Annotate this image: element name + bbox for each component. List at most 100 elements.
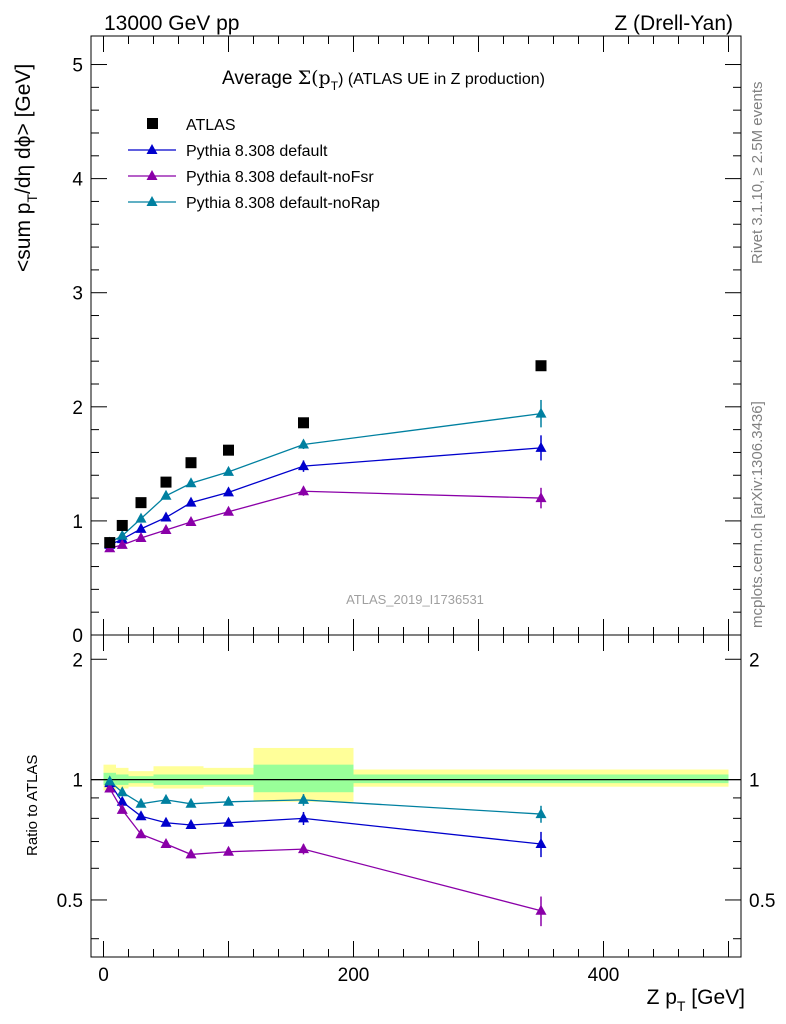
plot-title: Average Σ(pT) (ATLAS UE in Z production) bbox=[222, 67, 545, 93]
ratio-point-2-1 bbox=[116, 786, 128, 797]
main-point-1-1 bbox=[116, 538, 128, 549]
main-y-tick-label-0: 0 bbox=[72, 626, 83, 647]
legend-marker-nofsr bbox=[146, 170, 158, 180]
main-series-line-1 bbox=[109, 490, 542, 549]
atlas-point-4 bbox=[185, 457, 197, 469]
main-y-tick-label-4: 4 bbox=[72, 170, 83, 191]
main-point-0-5 bbox=[223, 486, 234, 497]
ratio-point-0-4 bbox=[185, 818, 197, 829]
ratio-y-axis-label: Ratio to ATLAS bbox=[24, 755, 41, 856]
mcplots-label: mcplots.cern.ch [arXiv:1306.3436] bbox=[749, 401, 766, 628]
ratio-point-0-3 bbox=[160, 816, 172, 827]
legend-label-norap: Pythia 8.308 default-noRap bbox=[186, 195, 380, 212]
main-point-0-2 bbox=[135, 522, 147, 533]
plot-title-prefix: Average bbox=[222, 68, 298, 89]
atlas-point-5 bbox=[223, 444, 234, 456]
main-point-1-5 bbox=[223, 505, 234, 516]
main-point-2-3 bbox=[160, 489, 172, 500]
ratio-point-2-6 bbox=[298, 793, 309, 804]
atlas-point-6 bbox=[298, 417, 309, 429]
ratio-plot-frame bbox=[90, 634, 742, 958]
main-point-2-7 bbox=[535, 407, 547, 418]
ratio-y-tick-label-left-2: 2 bbox=[72, 650, 83, 671]
x-tick-label-200: 200 bbox=[338, 965, 370, 986]
atlas-data-points bbox=[104, 360, 547, 549]
plot-title-sub: T bbox=[331, 79, 339, 93]
main-point-1-4 bbox=[185, 516, 197, 527]
header-process: Z (Drell-Yan) bbox=[614, 12, 733, 35]
plot-title-suffix: ) (ATLAS UE in Z production) bbox=[338, 71, 545, 88]
main-y-axis-label: <sum pT/dη dϕ> [GeV] bbox=[12, 64, 40, 272]
main-y-tick-label-5: 5 bbox=[72, 56, 83, 77]
legend-marker-atlas bbox=[147, 118, 158, 129]
ratio-y-tick-label-right-0.5: 0.5 bbox=[749, 891, 775, 912]
main-y-tick-label-3: 3 bbox=[72, 284, 83, 305]
x-tick-label-400: 400 bbox=[588, 965, 620, 986]
main-point-1-7 bbox=[535, 492, 547, 503]
ratio-point-1-2 bbox=[135, 828, 147, 839]
main-point-2-5 bbox=[223, 465, 234, 476]
atlas-point-1 bbox=[116, 519, 128, 531]
header-energy: 13000 GeV pp bbox=[104, 12, 239, 35]
x-label-b: [GeV] bbox=[685, 986, 745, 1009]
main-point-0-6 bbox=[298, 460, 309, 471]
ratio-point-1-7 bbox=[535, 904, 547, 915]
ratio-point-1-3 bbox=[160, 838, 172, 849]
ratio-point-0-6 bbox=[298, 812, 309, 823]
main-y-label-b: /dη dϕ> [GeV] bbox=[12, 64, 35, 194]
ratio-point-2-2 bbox=[135, 797, 147, 808]
ratio-point-0-1 bbox=[116, 795, 128, 806]
ratio-uncertainty-bands bbox=[103, 747, 729, 802]
x-tick-label-0: 0 bbox=[98, 965, 109, 986]
ratio-y-tick-label-right-2: 2 bbox=[749, 650, 760, 671]
ratio-y-tick-label-left-1: 1 bbox=[72, 771, 83, 792]
legend-label-nofsr: Pythia 8.308 default-noFsr bbox=[186, 169, 374, 186]
ratio-series-group bbox=[104, 775, 547, 927]
ratio-point-0-7 bbox=[535, 838, 547, 849]
main-y-tick-label-1: 1 bbox=[72, 512, 83, 533]
ratio-point-0-5 bbox=[223, 816, 234, 827]
main-y-tick-label-2: 2 bbox=[72, 398, 83, 419]
legend: ATLAS Pythia 8.308 default Pythia 8.308 … bbox=[128, 117, 380, 212]
ratio-point-2-7 bbox=[535, 808, 547, 819]
plot-title-sigma: Σ(p bbox=[298, 67, 331, 89]
atlas-point-2 bbox=[135, 497, 147, 509]
main-y-label-sub: T bbox=[24, 194, 40, 203]
main-point-0-4 bbox=[185, 496, 197, 507]
ratio-point-1-5 bbox=[223, 845, 234, 856]
main-point-1-3 bbox=[160, 524, 172, 535]
legend-marker-default bbox=[146, 144, 158, 154]
ratio-point-1-1 bbox=[116, 803, 128, 814]
main-point-1-2 bbox=[135, 532, 147, 543]
ratio-point-2-3 bbox=[160, 793, 172, 804]
axis-ticks bbox=[91, 36, 741, 957]
ratio-point-2-0 bbox=[104, 775, 116, 786]
ratio-point-0-2 bbox=[135, 810, 147, 821]
ratio-point-2-5 bbox=[223, 795, 234, 806]
x-label-sub: T bbox=[677, 998, 686, 1014]
ratio-point-1-6 bbox=[298, 843, 309, 854]
x-axis-label: Z pT [GeV] bbox=[647, 986, 745, 1014]
atlas-point-0 bbox=[104, 537, 116, 549]
main-series-group bbox=[104, 399, 547, 553]
ratio-band-green-7 bbox=[353, 774, 729, 784]
main-point-0-7 bbox=[535, 441, 547, 452]
main-point-1-6 bbox=[298, 485, 309, 496]
ratio-point-1-0 bbox=[104, 782, 116, 793]
axis-tick-labels: 0 1 2 3 4 5 0.5 0.5 1 1 2 2 0 200 400 bbox=[57, 56, 776, 986]
main-point-0-3 bbox=[160, 511, 172, 522]
ratio-band-green-6 bbox=[253, 764, 354, 793]
ratio-point-2-4 bbox=[185, 797, 197, 808]
ratio-y-tick-label-right-1: 1 bbox=[749, 771, 760, 792]
ratio-series-line-1 bbox=[109, 788, 542, 912]
ratio-y-tick-label-left-0.5: 0.5 bbox=[57, 891, 83, 912]
main-series-line-2 bbox=[109, 413, 542, 544]
main-point-2-1 bbox=[116, 529, 128, 540]
main-point-2-6 bbox=[298, 438, 309, 449]
main-point-2-2 bbox=[135, 512, 147, 523]
ratio-point-1-4 bbox=[185, 848, 197, 859]
analysis-watermark: ATLAS_2019_I1736531 bbox=[346, 592, 484, 607]
legend-label-default: Pythia 8.308 default bbox=[186, 143, 328, 160]
rivet-label: Rivet 3.1.10, ≥ 2.5M events bbox=[749, 82, 766, 265]
